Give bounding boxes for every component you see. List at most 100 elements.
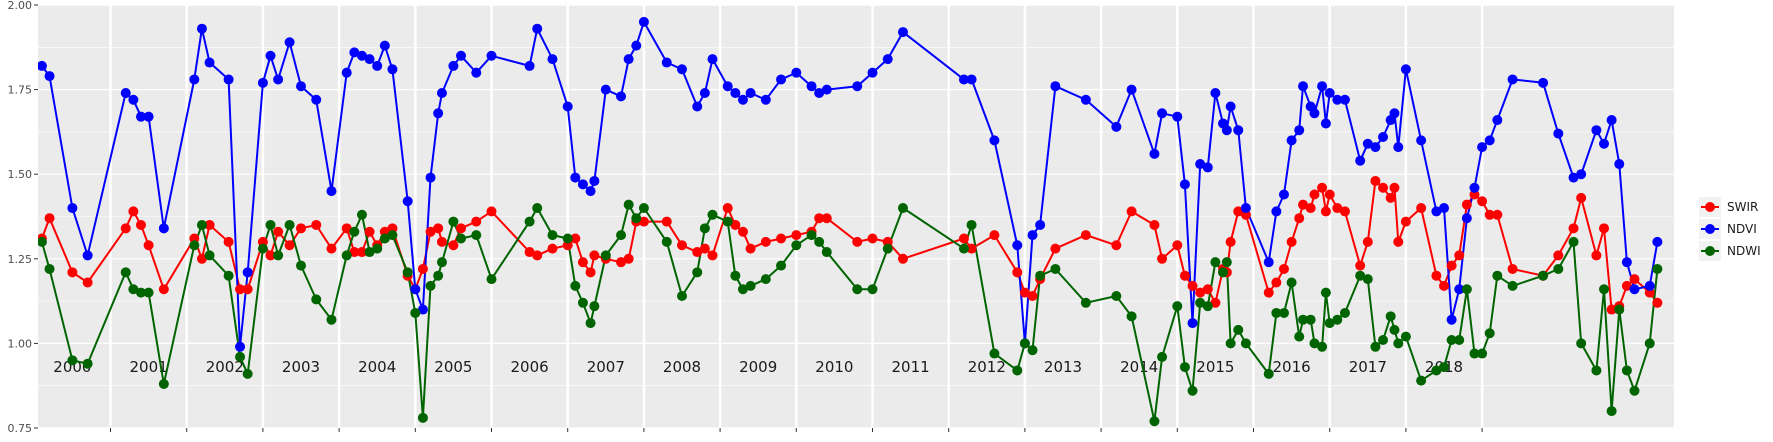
data-point-ndvi	[589, 175, 600, 186]
data-point-swir	[707, 250, 718, 261]
data-point-ndwi	[1477, 348, 1488, 359]
data-point-ndwi	[1263, 368, 1274, 379]
data-point-ndwi	[966, 219, 977, 230]
data-point-ndwi	[1080, 297, 1091, 308]
data-point-ndvi	[128, 94, 139, 105]
data-point-ndvi	[692, 101, 703, 112]
data-point-ndvi	[1149, 148, 1160, 159]
data-point-ndwi	[623, 199, 634, 210]
data-point-ndwi	[349, 226, 360, 237]
data-point-swir	[1050, 243, 1061, 254]
data-point-swir	[82, 277, 93, 288]
data-point-swir	[585, 267, 596, 278]
data-point-ndwi	[1591, 365, 1602, 376]
data-point-ndvi	[223, 74, 234, 85]
data-point-ndwi	[1179, 362, 1190, 373]
data-point-swir	[1416, 203, 1427, 214]
data-point-swir	[417, 263, 428, 274]
data-point-swir	[966, 243, 977, 254]
data-point-swir	[570, 233, 581, 244]
data-point-ndwi	[402, 267, 413, 278]
data-point-ndvi	[1553, 128, 1564, 139]
data-point-swir	[1187, 280, 1198, 291]
data-point-ndvi	[1507, 74, 1518, 85]
data-point-ndwi	[433, 270, 444, 281]
data-point-ndwi	[791, 240, 802, 251]
data-point-swir	[143, 240, 154, 251]
data-point-ndwi	[1339, 307, 1350, 318]
data-point-ndwi	[1362, 274, 1373, 285]
data-point-ndvi	[38, 60, 47, 71]
data-point-swir	[577, 257, 588, 268]
data-point-swir	[661, 216, 672, 227]
data-point-ndwi	[1172, 301, 1183, 312]
data-point-ndwi	[562, 233, 573, 244]
data-point-ndwi	[699, 223, 710, 234]
data-point-ndwi	[1320, 287, 1331, 298]
data-point-ndvi	[1469, 182, 1480, 193]
data-point-swir	[1320, 206, 1331, 217]
data-point-ndwi	[616, 230, 627, 241]
data-point-ndwi	[410, 307, 421, 318]
data-point-ndwi	[242, 368, 253, 379]
data-point-swir	[265, 250, 276, 261]
year-label: 2014	[1120, 358, 1158, 376]
data-point-ndwi	[1149, 416, 1160, 427]
data-point-ndwi	[38, 236, 47, 247]
data-point-ndvi	[867, 67, 878, 78]
data-point-ndvi	[638, 16, 649, 27]
data-point-ndvi	[1477, 142, 1488, 153]
data-point-swir	[958, 233, 969, 244]
data-point-swir	[1599, 223, 1610, 234]
data-point-ndwi	[1309, 338, 1320, 349]
data-point-ndvi	[1210, 87, 1221, 98]
data-point-ndwi	[730, 270, 741, 281]
data-point-ndvi	[1492, 115, 1503, 126]
data-point-ndwi	[1233, 324, 1244, 335]
data-point-ndvi	[547, 54, 558, 65]
data-point-swir	[524, 247, 535, 258]
data-point-swir	[1286, 236, 1297, 247]
data-point-ndvi	[958, 74, 969, 85]
data-point-ndwi	[1370, 341, 1381, 352]
legend-key-point	[1705, 202, 1715, 212]
y-tick-label: 1.75	[8, 84, 33, 97]
data-point-ndvi	[433, 108, 444, 119]
data-point-ndwi	[204, 250, 215, 261]
data-point-ndvi	[471, 67, 482, 78]
data-point-ndwi	[524, 216, 535, 227]
data-point-swir	[486, 206, 497, 217]
data-point-swir	[158, 284, 169, 295]
data-point-ndvi	[1362, 138, 1373, 149]
data-point-ndwi	[1621, 365, 1632, 376]
data-point-ndvi	[562, 101, 573, 112]
data-point-swir	[638, 216, 649, 227]
data-point-ndwi	[235, 351, 246, 362]
legend: SWIR NDVI NDWI	[1699, 197, 1761, 261]
data-point-ndwi	[1157, 351, 1168, 362]
data-point-ndvi	[852, 81, 863, 92]
data-point-swir	[1332, 203, 1343, 214]
data-point-ndwi	[257, 243, 268, 254]
data-point-swir	[128, 206, 139, 217]
data-point-ndvi	[1378, 131, 1389, 142]
data-point-ndwi	[677, 291, 687, 302]
data-point-ndwi	[1035, 270, 1046, 281]
data-point-swir	[1278, 263, 1289, 274]
data-point-swir	[1568, 223, 1579, 234]
data-point-ndwi	[600, 250, 611, 261]
data-point-ndwi	[379, 233, 390, 244]
data-point-swir	[760, 236, 771, 247]
data-point-swir	[821, 213, 832, 224]
data-point-ndvi	[82, 250, 93, 261]
data-point-ndwi	[387, 230, 398, 241]
year-label: 2016	[1273, 358, 1311, 376]
data-point-ndvi	[1484, 135, 1495, 146]
data-point-ndvi	[1179, 179, 1190, 190]
data-point-swir	[791, 230, 802, 241]
data-point-ndvi	[897, 27, 908, 38]
data-point-ndvi	[570, 172, 581, 183]
year-label: 2012	[968, 358, 1006, 376]
data-point-swir	[1461, 199, 1472, 210]
data-point-swir	[204, 219, 215, 230]
